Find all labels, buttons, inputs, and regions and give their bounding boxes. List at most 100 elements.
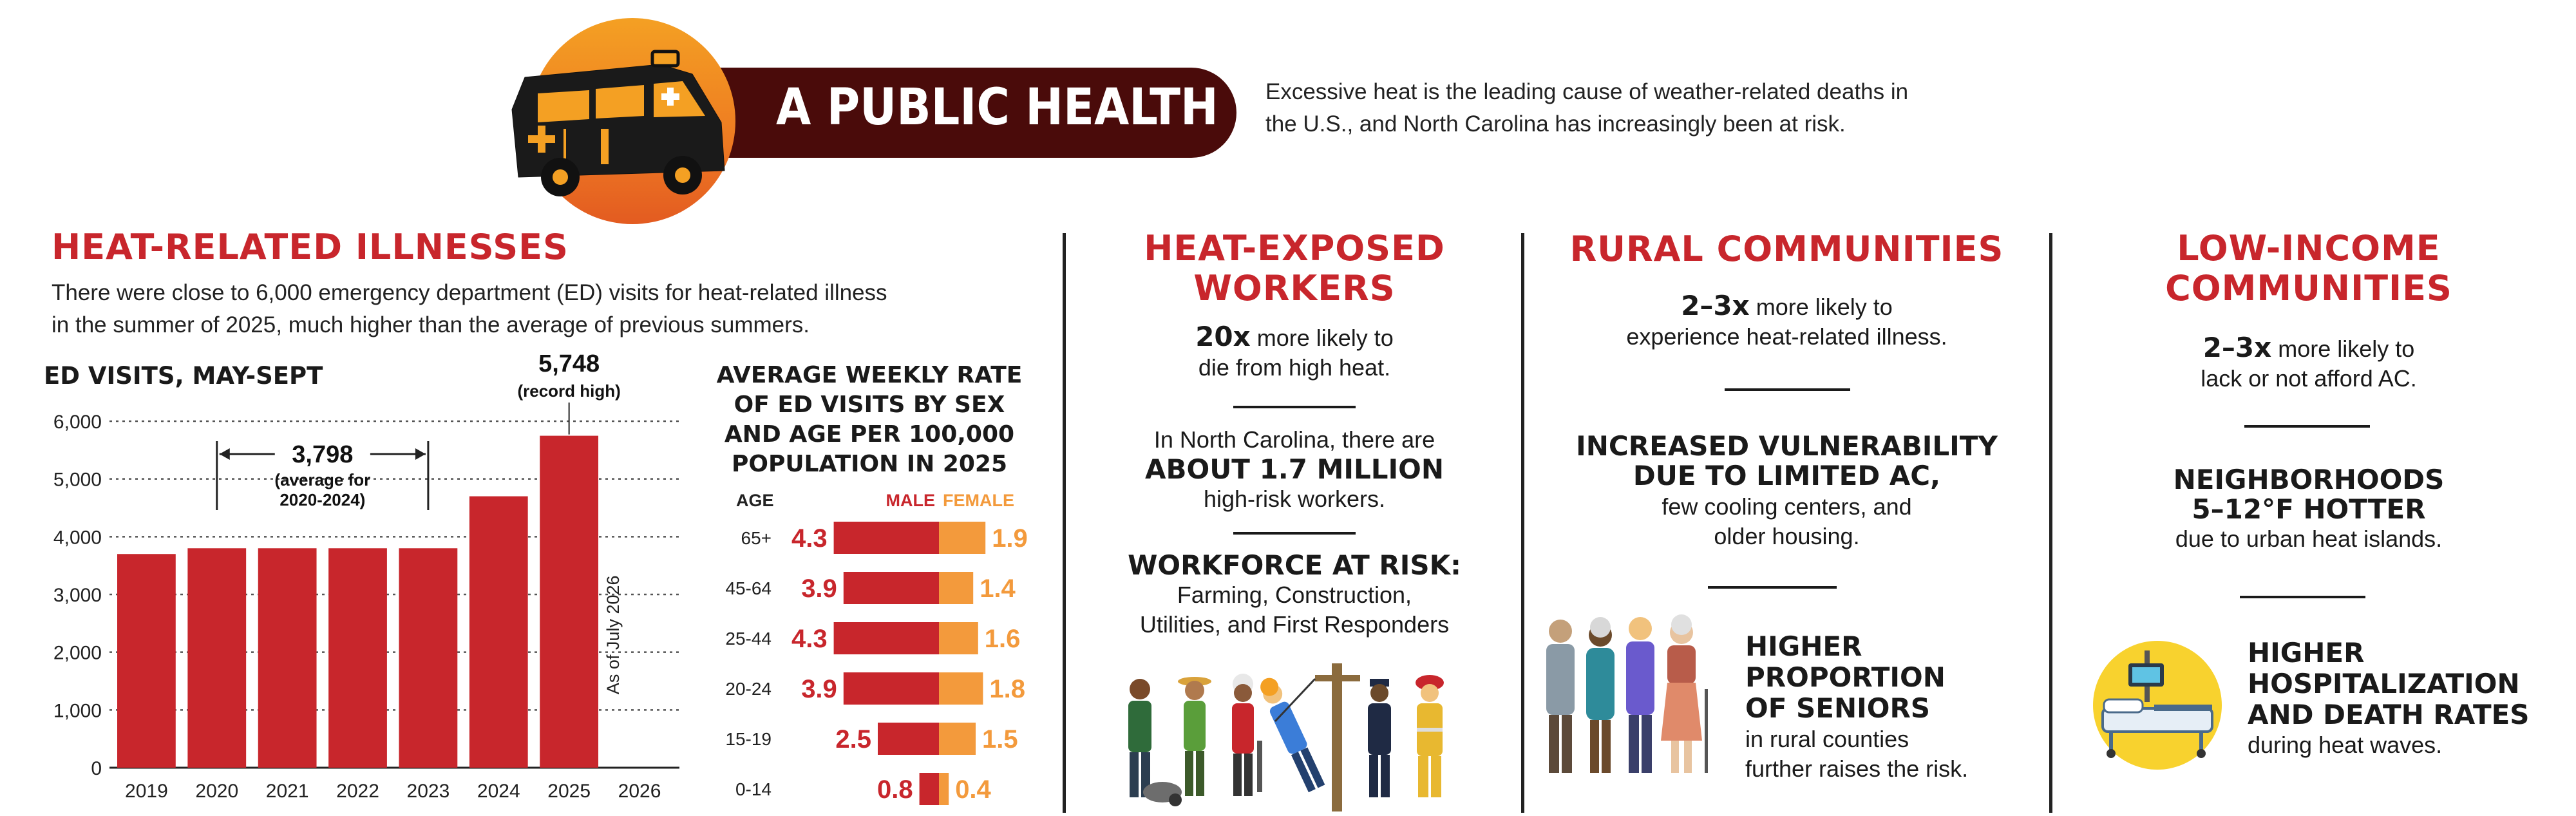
legend-female: FEMALE [943,491,1014,510]
rate-title-line-1: AVERAGE WEEKLY RATE [716,362,1023,388]
record-label: (record high) [517,381,620,401]
avg-value: 3,798 [292,441,353,468]
bar-2021 [258,548,317,768]
workers-stat-text-2: die from high heat. [1198,354,1391,381]
workers-divider-1 [1233,406,1356,408]
bar-female-15-19 [939,723,976,755]
rural-seniors-line-1: HIGHER [1745,631,1862,662]
age-label: 45-64 [725,578,772,598]
avg-arrowhead-right [415,448,426,460]
avg-arrowhead-left [219,448,230,460]
lowincome-hosp-title: HIGHER HOSPITALIZATION AND DEATH RATES [2248,638,2530,730]
rural-vuln: INCREASED VULNERABILITY DUE TO LIMITED A… [1528,432,2046,551]
workers-stat: 20x more likely to die from high heat. [1069,322,1520,383]
rural-vuln-title-2: DUE TO LIMITED AC, [1633,460,1941,491]
column-divider-1 [1063,233,1066,813]
workers-title-line-1: HEAT-EXPOSED [1144,228,1445,269]
female-value-label: 1.5 [982,725,1018,754]
bar-2022 [328,548,387,768]
rural-seniors-line-3: OF SENIORS [1745,692,1931,724]
workers-stat-text-1: more likely to [1256,325,1394,351]
intro-line-1: Excessive heat is the leading cause of w… [1265,79,1909,104]
bar-female-25-44 [939,622,978,654]
y-tick-label: 4,000 [53,527,102,548]
intro-text: Excessive heat is the leading cause of w… [1265,76,1908,140]
y-tick-label: 0 [91,758,102,779]
x-tick-label: 2020 [195,781,238,802]
age-label: 65+ [741,528,772,548]
y-tick-label: 1,000 [53,700,102,721]
lowincome-stat: 2–3x more likely to lack or not afford A… [2054,333,2563,394]
hospital-bed-icon [2093,641,2222,770]
female-value-label: 1.4 [980,574,1016,603]
lowincome-hosp-line-1: HIGHER [2248,637,2365,669]
rate-title-line-4: POPULATION IN 2025 [731,451,1008,477]
rural-divider-2 [1708,586,1837,589]
bar-male-65+ [833,522,939,554]
workers-risk-line-1: Farming, Construction, [1177,582,1412,608]
y-tick-label: 2,000 [53,643,102,664]
rate-chart-title: AVERAGE WEEKLY RATE OF ED VISITS BY SEX … [705,361,1034,479]
workers-risk: WORKFORCE AT RISK: Farming, Construction… [1069,551,1520,640]
x-tick-label: 2025 [547,781,591,802]
rate-by-sex-age-chart: AGE MALE FEMALE 65+ 4.3 1.9 45-64 3.9 1.4 25-44 4.… [725,491,1028,805]
seniors-illustration [1546,614,1708,773]
lowincome-divider-2 [2240,596,2365,598]
bar-2020 [187,548,247,768]
bar-male-25-44 [833,622,939,654]
workers-illustration [1128,663,1444,811]
female-value-label: 1.6 [985,625,1021,653]
lowincome-divider-1 [2244,425,2370,428]
rural-stat-text-2: experience heat-related illness. [1626,323,1947,350]
y-tick-label: 6,000 [53,412,102,433]
workers-title: HEAT-EXPOSED WORKERS [1069,229,1520,308]
y-tick-label: 5,000 [53,470,102,491]
female-value-label: 0.4 [955,775,991,804]
workers-nc-line-3: high-risk workers. [1203,486,1386,512]
rural-seniors-text: in rural counties further raises the ris… [1745,725,1968,784]
lowincome-title: LOW-INCOME COMMUNITIES [2054,229,2563,308]
workers-nc-big: ABOUT 1.7 MILLION [1144,453,1444,485]
ambulance-icon [511,50,725,196]
banner-bar [676,68,1236,158]
avg-label-1: (average for [274,470,370,489]
bar-female-65+ [939,522,986,554]
male-value-label: 2.5 [835,725,871,754]
x-tick-label: 2021 [266,781,309,802]
ed-chart-title: ED VISITS, MAY-SEPT [44,362,323,390]
workers-divider-2 [1233,532,1356,535]
legend-male: MALE [886,491,936,510]
lowincome-stat-value: 2–3x [2202,332,2272,363]
rural-seniors-line-2: PROPORTION [1745,661,1946,693]
lowincome-nb-title-2: 5–12°F HOTTER [2192,493,2426,525]
male-value-label: 4.3 [791,524,828,553]
intro-line-2: the U.S., and North Carolina has increas… [1265,111,1846,137]
bar-2024 [469,496,528,768]
workers-risk-title: WORKFORCE AT RISK: [1128,549,1461,581]
male-value-label: 3.9 [801,574,837,603]
x-tick-label: 2024 [477,781,520,802]
lowincome-stat-text-2: lack or not afford AC. [2201,365,2417,392]
bar-2023 [399,548,458,768]
bar-female-20-24 [939,672,983,705]
bar-2025 [540,435,599,768]
male-value-label: 3.9 [801,675,837,703]
lowincome-nb-line: due to urban heat islands. [2175,526,2443,552]
asof-label: As of July 2026 [603,575,623,694]
rural-vuln-line-1: few cooling centers, and [1662,493,1912,520]
lowincome-hosp-line-2: HOSPITALIZATION [2248,668,2520,699]
x-tick-label: 2019 [125,781,168,802]
rural-stat: 2–3x more likely to experience heat-rela… [1528,291,2046,352]
lowincome-title-line-1: LOW-INCOME [2177,228,2441,269]
rural-seniors-title: HIGHER PROPORTION OF SENIORS [1745,631,1946,724]
x-tick-label: 2022 [336,781,379,802]
rate-title-line-2: OF ED VISITS BY SEX [734,392,1005,418]
lowincome-neighborhoods: NEIGHBORHOODS 5–12°F HOTTER due to urban… [2054,465,2563,554]
workers-nc: In North Carolina, there are ABOUT 1.7 M… [1069,425,1520,514]
age-label: 15-19 [725,729,772,749]
male-value-label: 4.3 [791,625,828,653]
bar-male-0-14 [919,773,939,805]
lowincome-stat-text-1: more likely to [2278,336,2415,362]
avg-label-2: 2020-2024) [279,490,365,509]
age-label: 25-44 [725,629,772,649]
